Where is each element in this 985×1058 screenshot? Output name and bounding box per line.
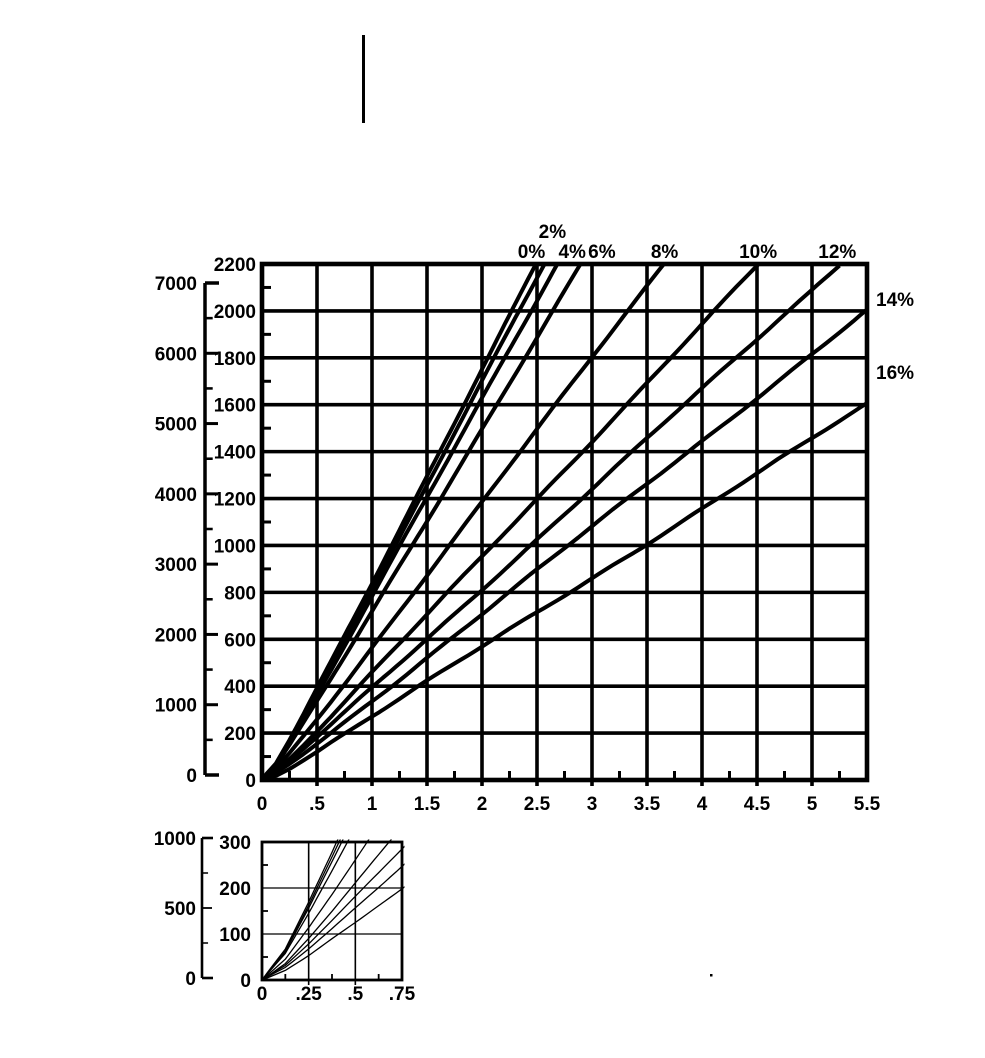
main-chart-inner-y-tick-label: 400 (224, 677, 256, 698)
inset-chart-inner-y-tick-label: 0 (240, 971, 251, 992)
main-chart-inner-y-tick-label: 1400 (214, 443, 256, 464)
main-chart-curve-14pct (260, 307, 869, 782)
main-chart-x-tick-label: 5 (807, 794, 818, 815)
inset-chart-x-tick-label: 0 (257, 984, 268, 1005)
main-chart-curve-6pct (260, 262, 583, 782)
main-chart-inner-y-tick-label: 1200 (214, 490, 256, 511)
main-chart-inner-y-tick-label: 2000 (214, 302, 256, 323)
inset-chart: 0 500 1000 0 100 200 300 0 .25 .5 .75 (154, 829, 416, 1005)
main-chart-inner-y-tick-label: 200 (224, 724, 256, 745)
series-label-12pct: 12% (818, 242, 856, 263)
main-chart-inner-y-tick-label: 800 (224, 583, 256, 604)
main-chart-curve-12pct (260, 264, 841, 782)
main-chart-outer-y-tick-label: 7000 (155, 274, 197, 295)
inset-chart-x-tick-label: .75 (389, 984, 416, 1005)
inset-chart-curve-0pct (261, 839, 339, 981)
main-chart-x-tick-label: 4.5 (744, 794, 771, 815)
stray-dot (710, 974, 713, 977)
main-chart-x-tick-label: 3.5 (634, 794, 661, 815)
main-chart-x-tick-label: 2.5 (524, 794, 551, 815)
inset-chart-outer-y-tick-label: 500 (164, 899, 196, 920)
series-label-8pct: 8% (651, 242, 679, 263)
main-chart-x-tick-label: 0 (257, 794, 268, 815)
main-chart-outer-y-tick-label: 3000 (155, 555, 197, 576)
main-chart-x-tick-label: 2 (477, 794, 488, 815)
main-chart-inner-y-tick-label: 1600 (214, 396, 256, 417)
main-chart-inner-y-tick-label: 600 (224, 630, 256, 651)
inset-chart-outer-y-tick-label: 1000 (154, 829, 196, 850)
vertical-scan-mark (362, 35, 365, 123)
main-chart-x-tick-label: 3 (587, 794, 598, 815)
main-chart-outer-y-tick-label: 2000 (155, 625, 197, 646)
main-chart-inner-y-tick-label: 1800 (214, 349, 256, 370)
series-label-2pct: 2% (539, 222, 567, 243)
main-chart: 0 1000 2000 3000 4000 5000 6000 7000 0 200 400 600 8… (155, 222, 914, 815)
main-chart-x-tick-label: 1 (367, 794, 378, 815)
main-chart-inner-y-tick-label: 2200 (214, 255, 256, 276)
main-chart-curve-16pct (261, 401, 869, 782)
inset-chart-x-tick-label: .5 (347, 984, 363, 1005)
main-chart-curve-4pct (260, 264, 559, 782)
inset-chart-curve-4pct (261, 839, 344, 981)
series-label-6pct: 6% (588, 242, 616, 263)
main-chart-curve-10pct (261, 262, 761, 782)
main-chart-outer-y-tick-label: 0 (186, 766, 197, 787)
main-chart-outer-y-tick-label: 6000 (155, 344, 197, 365)
inset-chart-curve-8pct (261, 839, 370, 981)
main-chart-curves (260, 262, 869, 782)
inset-chart-inner-y-tick-label: 200 (219, 879, 251, 900)
main-chart-x-tick-label: 1.5 (414, 794, 441, 815)
main-chart-outer-y-tick-label: 5000 (155, 415, 197, 436)
main-chart-inner-y-tick-label: 1000 (214, 536, 256, 557)
series-label-14pct: 14% (876, 290, 914, 311)
main-chart-inner-y-tick-label: 0 (245, 771, 256, 792)
inset-chart-curve-2pct (261, 839, 341, 981)
series-label-16pct: 16% (876, 363, 914, 384)
inset-chart-curve-6pct (261, 839, 350, 981)
series-label-10pct: 10% (739, 242, 777, 263)
main-chart-x-tick-label: 4 (697, 794, 708, 815)
main-chart-outer-y-tick-label: 1000 (155, 696, 197, 717)
main-chart-curve-0pct (260, 263, 538, 782)
main-chart-x-tick-label: .5 (309, 794, 325, 815)
series-label-4pct: 4% (558, 242, 586, 263)
main-chart-curve-8pct (260, 263, 666, 782)
inset-chart-x-tick-label: .25 (295, 984, 322, 1005)
series-label-0pct: 0% (518, 242, 546, 263)
inset-chart-inner-y-tick-label: 300 (219, 833, 251, 854)
main-chart-x-tick-label: 5.5 (854, 794, 881, 815)
inset-chart-inner-y-tick-label: 100 (219, 925, 251, 946)
inset-chart-outer-y-tick-label: 0 (185, 969, 196, 990)
main-chart-outer-y-tick-label: 4000 (155, 485, 197, 506)
